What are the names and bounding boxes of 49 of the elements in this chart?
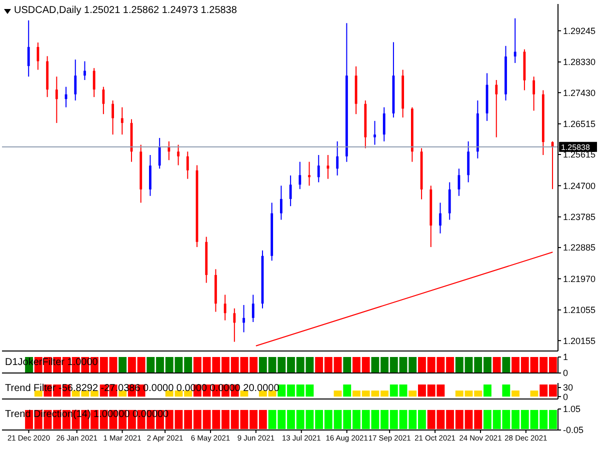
candlestick bbox=[336, 140, 339, 176]
y-tick-label: 1.27430 bbox=[563, 88, 596, 98]
candlestick bbox=[84, 60, 86, 81]
candlestick bbox=[242, 304, 245, 333]
y-tick-label: 1 bbox=[563, 352, 568, 362]
y-tick-label: 1.21055 bbox=[563, 305, 596, 316]
candlestick bbox=[495, 80, 498, 138]
y-tick-label: 1.23785 bbox=[563, 212, 596, 222]
candlestick bbox=[252, 294, 254, 323]
candlestick bbox=[112, 100, 114, 136]
y-tick-label: 1.21970 bbox=[563, 274, 596, 284]
y-tick-label: 1.20155 bbox=[563, 336, 596, 346]
y-tick-label: 1.28330 bbox=[563, 57, 596, 68]
candlestick bbox=[467, 140, 470, 183]
candlestick bbox=[382, 106, 386, 142]
y-tick-label: 1.24700 bbox=[563, 180, 596, 191]
ref-line-label: 1.25838 bbox=[561, 142, 590, 152]
candlestick bbox=[233, 308, 236, 342]
candlestick bbox=[224, 294, 226, 321]
y-tick-label: 30 bbox=[563, 382, 574, 393]
y-tick-label: 1.25615 bbox=[563, 150, 596, 160]
candlestick bbox=[27, 20, 30, 78]
candlestick bbox=[514, 18, 516, 64]
candlestick bbox=[532, 76, 536, 112]
candlestick bbox=[374, 120, 376, 146]
y-tick-label: -0.05 bbox=[563, 425, 584, 436]
candlestick bbox=[120, 106, 124, 136]
y-tick-label: 1.22885 bbox=[563, 242, 596, 253]
candlestick bbox=[289, 174, 292, 207]
candlestick bbox=[177, 144, 180, 166]
candlestick bbox=[317, 154, 320, 183]
candlestick bbox=[74, 59, 77, 101]
candlestick bbox=[308, 161, 310, 186]
candlestick bbox=[55, 76, 58, 124]
candlestick bbox=[158, 137, 161, 170]
y-tick-label: 1.05 bbox=[563, 404, 581, 414]
candlestick bbox=[149, 154, 152, 196]
candlestick bbox=[186, 151, 189, 180]
chart-title: USDCAD,Daily 1.25021 1.25862 1.24973 1.25838 bbox=[14, 5, 237, 17]
candlestick bbox=[92, 68, 96, 98]
y-tick-label: 1.26515 bbox=[563, 119, 596, 130]
y-tick-label: 0 bbox=[563, 368, 568, 378]
y-tick-label: 0 bbox=[563, 392, 568, 402]
candlestick bbox=[102, 86, 105, 115]
candlestick bbox=[280, 185, 282, 220]
candlestick bbox=[439, 202, 442, 234]
candlestick bbox=[448, 182, 451, 220]
candlestick bbox=[298, 161, 302, 190]
y-tick-label: 1.29245 bbox=[563, 26, 596, 36]
